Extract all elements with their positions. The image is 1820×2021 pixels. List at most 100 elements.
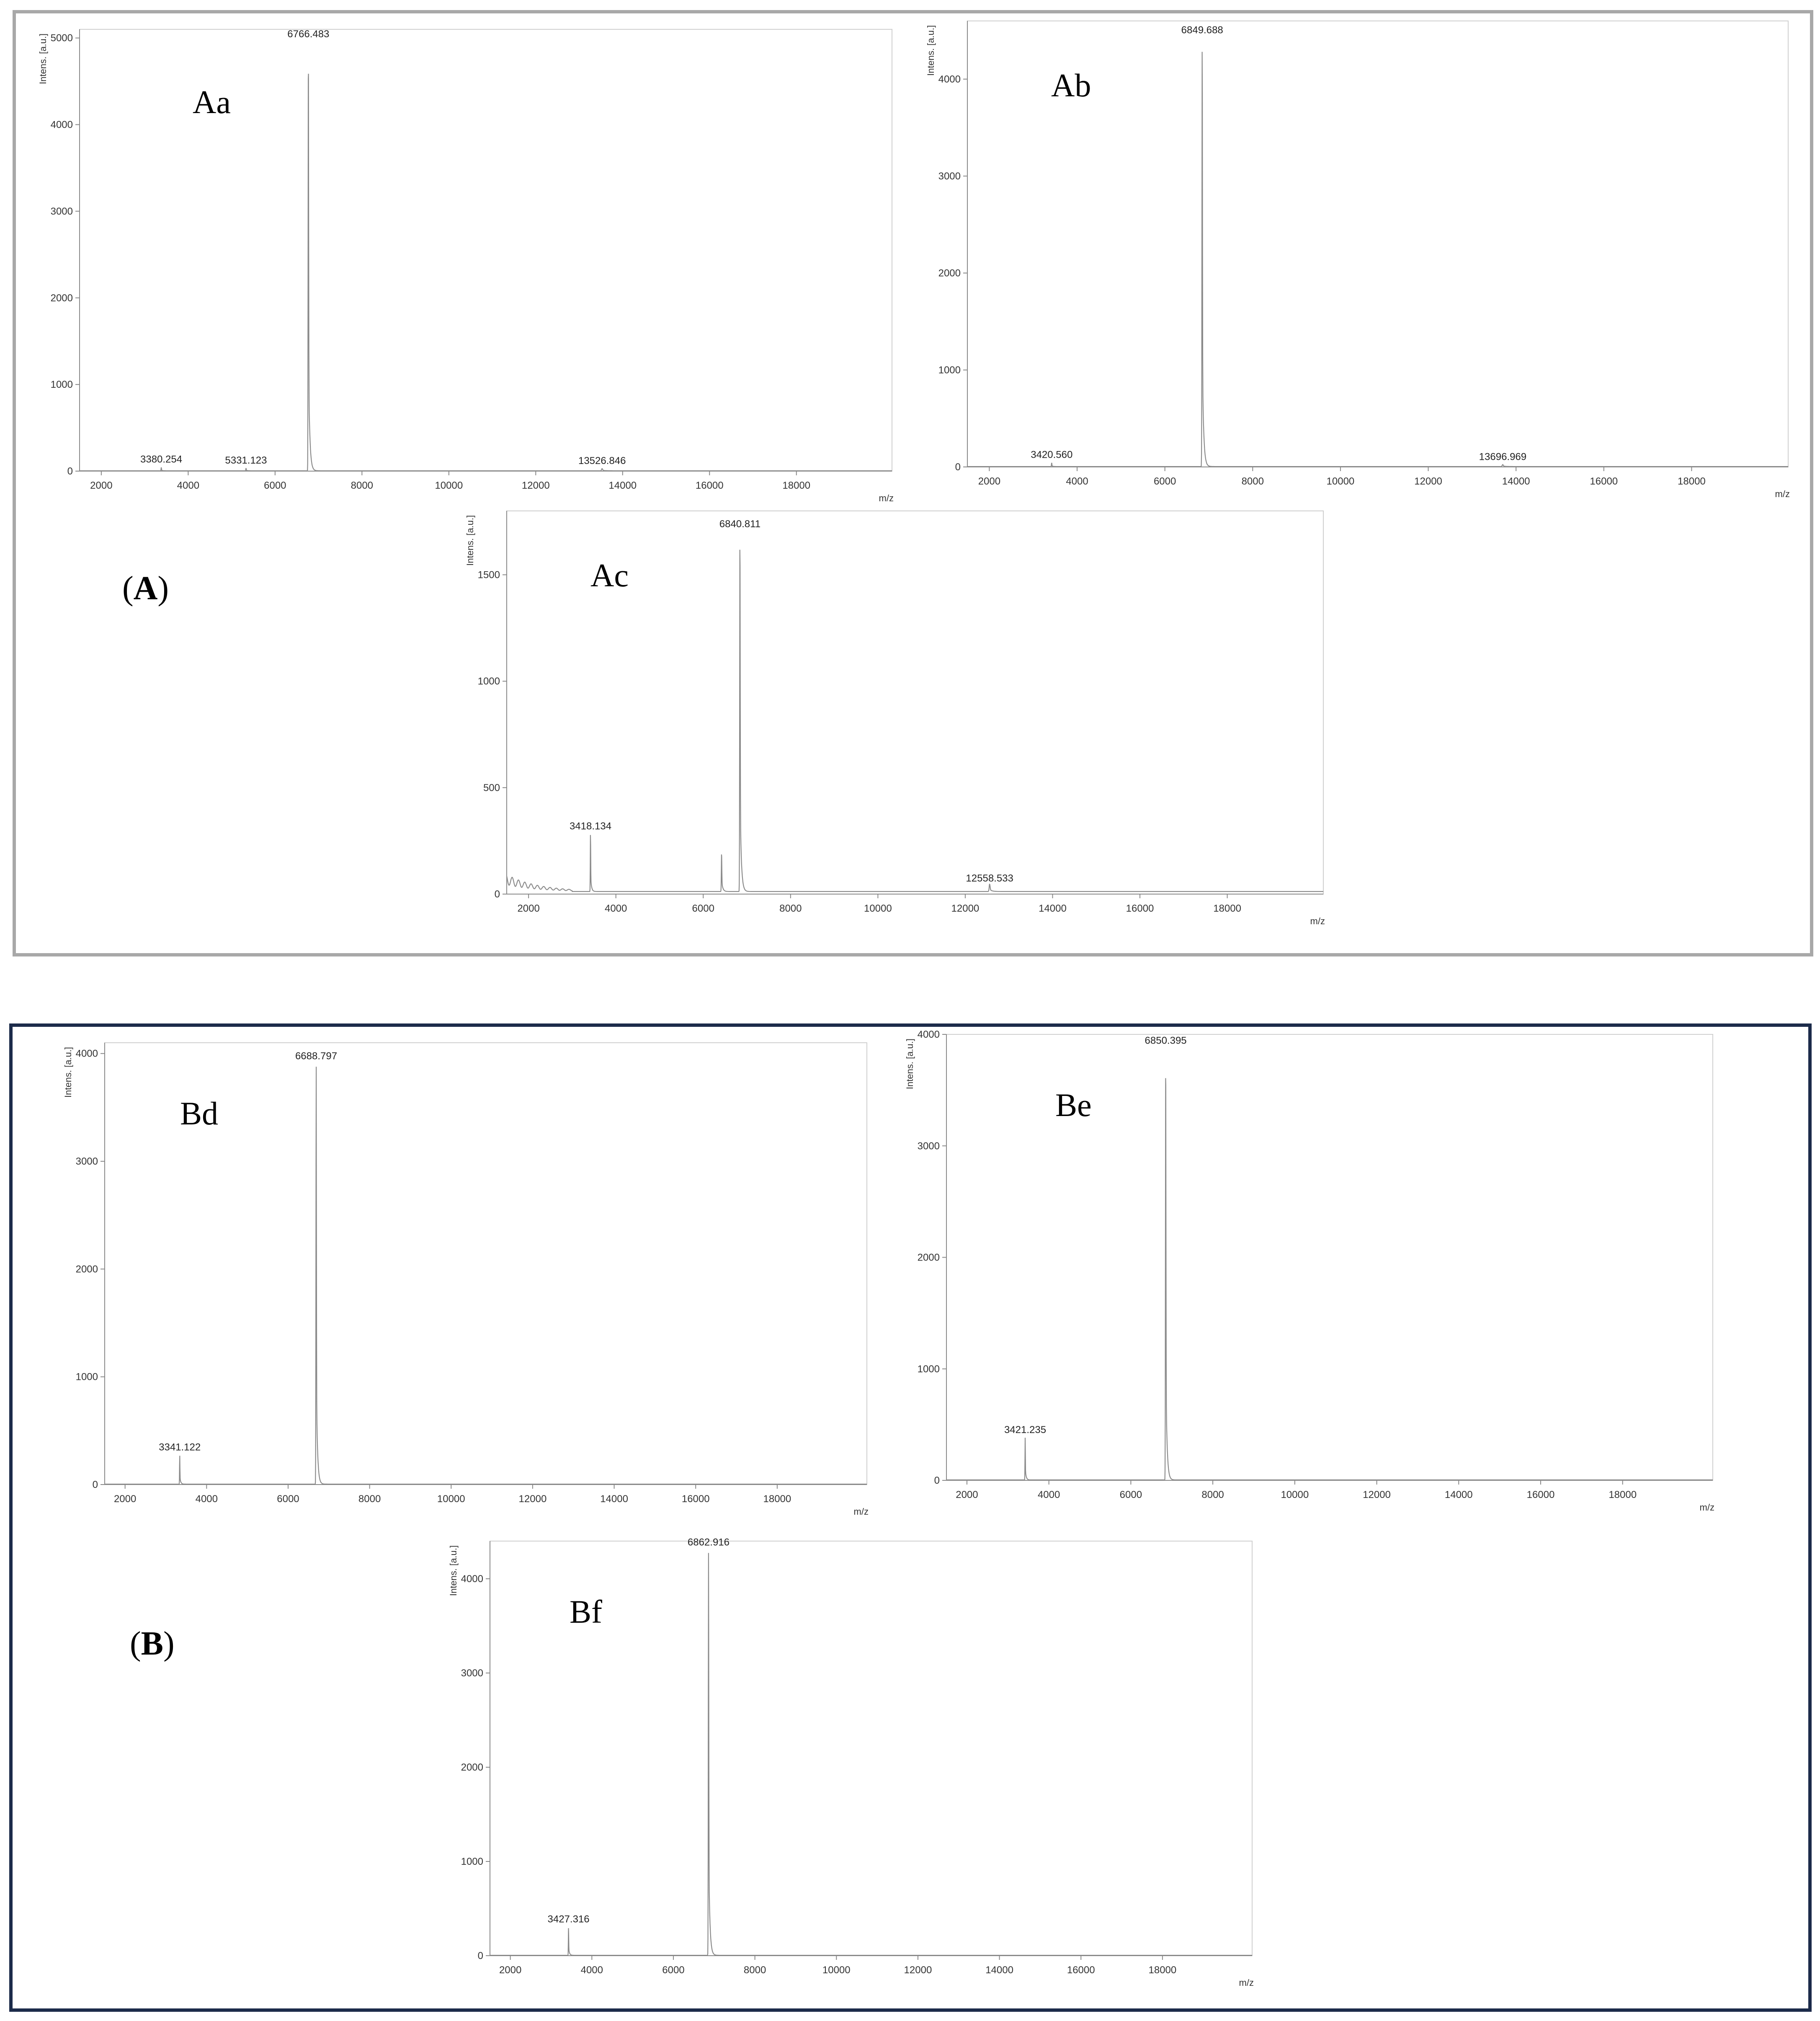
y-tick-label: 4000 (461, 1573, 483, 1585)
x-tick-label: 10000 (864, 903, 892, 914)
x-tick-label: 4000 (1066, 476, 1088, 487)
chart-bf: 0 1000 2000 3000 4000 2000 4000 6000 8000 10000 12… (448, 1537, 1254, 1988)
x-tick-label: 10000 (1327, 476, 1355, 487)
y-tick-label: 2000 (918, 1252, 940, 1263)
peak-label: 6840.811 (719, 518, 760, 530)
y-axis-title: Intens. [a.u.] (905, 1039, 915, 1089)
x-tick-label: 16000 (1126, 903, 1154, 914)
plot-frame (79, 29, 892, 472)
spectrum-trace (946, 1078, 1713, 1480)
peak-label: 6862.916 (688, 1537, 730, 1548)
x-tick-label: 6000 (662, 1964, 684, 1976)
x-axis-title: m/z (879, 493, 894, 503)
y-tick-label: 0 (955, 461, 961, 473)
peak-label: 3421.235 (1004, 1424, 1046, 1436)
x-tick-label: 6000 (1154, 476, 1176, 487)
chart-aa: 0 1000 2000 3000 4000 5000 2000 4000 6000 8000 100… (38, 28, 894, 503)
x-tick-label: 16000 (1590, 476, 1618, 487)
peak-label: 3427.316 (548, 1914, 590, 1925)
x-tick-label: 12000 (951, 903, 980, 914)
x-tick-label: 6000 (692, 903, 714, 914)
x-tick-label: 6000 (264, 480, 286, 491)
x-tick-label: 8000 (358, 1493, 381, 1505)
x-tick-label: 6000 (277, 1493, 299, 1505)
x-tick-label: 2000 (114, 1493, 136, 1505)
x-tick-label: 18000 (1609, 1489, 1637, 1500)
y-tick-label: 4000 (51, 119, 73, 131)
y-axis-title: Intens. [a.u.] (448, 1545, 459, 1596)
x-tick-label: 14000 (1445, 1489, 1473, 1500)
x-tick-label: 10000 (822, 1964, 851, 1976)
x-tick-label: 18000 (763, 1493, 791, 1505)
x-axis-title: m/z (1775, 489, 1790, 499)
peak-label: 13696.969 (1479, 451, 1526, 462)
peak-label: 3418.134 (570, 821, 611, 832)
x-tick-label: 14000 (1039, 903, 1067, 914)
x-tick-label: 4000 (196, 1493, 218, 1505)
chart-be: 0 1000 2000 3000 4000 2000 4000 6000 8000 10000 12… (905, 1029, 1714, 1513)
x-tick-label: 14000 (985, 1964, 1013, 1976)
x-tick-label: 16000 (1067, 1964, 1095, 1976)
x-tick-label: 2000 (499, 1964, 521, 1976)
x-tick-label: 12000 (522, 480, 550, 491)
y-tick-label: 0 (495, 889, 500, 900)
y-tick-label: 0 (934, 1475, 940, 1486)
x-tick-label: 8000 (1242, 476, 1264, 487)
spectrum-trace (105, 1067, 867, 1485)
y-tick-label: 3000 (76, 1156, 98, 1167)
spectrum-trace (967, 52, 1788, 467)
spectrum-trace (506, 549, 1323, 892)
y-tick-label: 1000 (76, 1371, 98, 1383)
y-tick-label: 500 (483, 782, 500, 794)
plot-frame (967, 21, 1789, 467)
x-tick-label: 8000 (744, 1964, 766, 1976)
y-axis-title: Intens. [a.u.] (465, 515, 475, 566)
y-tick-label: 3000 (918, 1140, 940, 1152)
spectrum-trace (490, 1553, 1252, 1956)
y-tick-label: 0 (478, 1950, 483, 1962)
x-tick-label: 16000 (682, 1493, 710, 1505)
panel-label: Ab (1051, 67, 1091, 103)
group-a-label: (A) (122, 570, 169, 607)
x-tick-label: 8000 (1201, 1489, 1224, 1500)
y-tick-label: 3000 (51, 206, 73, 217)
x-tick-label: 14000 (600, 1493, 628, 1505)
y-tick-label: 3000 (938, 170, 961, 182)
x-tick-label: 16000 (1527, 1489, 1555, 1500)
y-tick-label: 2000 (51, 292, 73, 304)
x-tick-label: 2000 (517, 903, 539, 914)
x-tick-label: 2000 (978, 476, 1000, 487)
y-tick-label: 1000 (478, 676, 500, 687)
peak-label: 6850.395 (1145, 1035, 1187, 1047)
y-tick-label: 2000 (938, 268, 961, 279)
x-tick-label: 6000 (1120, 1489, 1142, 1500)
x-tick-label: 2000 (956, 1489, 978, 1500)
x-tick-label: 16000 (696, 480, 724, 491)
chart-ac: 0 500 1000 1500 2000 4000 6000 8000 10000 12000 14… (465, 510, 1325, 926)
x-tick-label: 4000 (605, 903, 627, 914)
peak-label: 12558.533 (966, 873, 1013, 884)
x-tick-label: 10000 (437, 1493, 465, 1505)
x-tick-label: 4000 (581, 1964, 603, 1976)
y-tick-label: 1000 (461, 1856, 483, 1867)
x-tick-label: 12000 (904, 1964, 932, 1976)
plot-frame (104, 1042, 867, 1485)
x-tick-label: 12000 (519, 1493, 547, 1505)
y-tick-label: 0 (93, 1479, 98, 1490)
x-tick-label: 18000 (782, 480, 810, 491)
y-tick-label: 1000 (918, 1364, 940, 1375)
x-tick-label: 12000 (1414, 476, 1442, 487)
y-tick-label: 1500 (478, 570, 500, 581)
y-tick-label: 5000 (51, 33, 73, 44)
x-tick-label: 2000 (90, 480, 112, 491)
panel-label: Bd (180, 1095, 218, 1132)
y-tick-label: 1000 (51, 379, 73, 390)
x-axis-title: m/z (854, 1506, 869, 1517)
peak-label: 3380.254 (140, 454, 182, 465)
x-tick-label: 4000 (177, 480, 199, 491)
x-tick-label: 18000 (1213, 903, 1241, 914)
x-tick-label: 14000 (608, 480, 637, 491)
peak-label: 3420.560 (1031, 449, 1072, 461)
y-tick-label: 4000 (918, 1029, 940, 1040)
y-tick-label: 4000 (938, 74, 961, 85)
